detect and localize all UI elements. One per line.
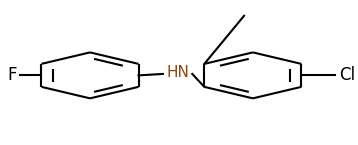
Text: Cl: Cl [339, 66, 355, 84]
Text: HN: HN [166, 65, 189, 80]
Text: F: F [7, 66, 16, 84]
